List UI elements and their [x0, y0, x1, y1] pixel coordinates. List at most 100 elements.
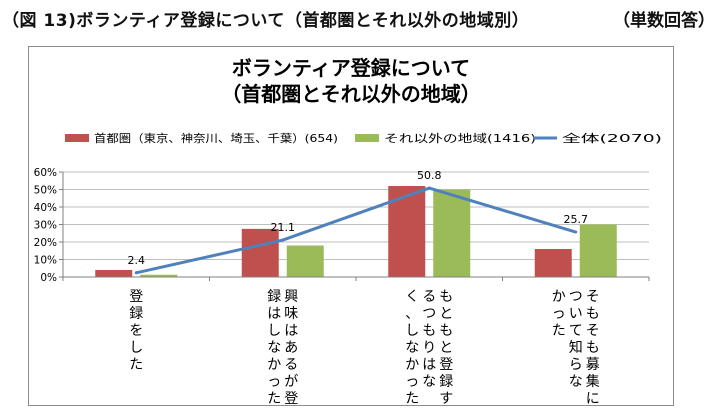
category-label-char: な: [422, 374, 436, 390]
legend-item: 首都圏（東京、神奈川、埼玉、千葉）(654): [65, 131, 338, 145]
chart-svg: ボランティア登録について（首都圏とそれ以外の地域） 首都圏（東京、神奈川、埼玉、…: [34, 56, 662, 407]
category-label-char: そ: [586, 289, 600, 305]
chart-frame: ボランティア登録について （首都圏とそれ以外の地域） 首都圏（東京、神奈川、埼玉、…: [28, 46, 674, 407]
y-tick-label: 50%: [34, 185, 57, 197]
category-label-char: 知: [569, 339, 583, 356]
legend-label: 全体(2070): [562, 131, 662, 145]
category-label-char: 集: [586, 373, 600, 390]
category-label-char: は: [422, 357, 436, 373]
legend: 首都圏（東京、神奈川、埼玉、千葉）(654) それ以外の地域(1416) 全体(20…: [65, 131, 662, 145]
bar: [140, 274, 178, 277]
legend-label: 首都圏（東京、神奈川、埼玉、千葉）(654): [94, 131, 338, 145]
category-label-char: と: [439, 340, 453, 356]
gridlines: [63, 171, 649, 260]
legend-swatch: [65, 134, 89, 142]
data-label: 21.1: [271, 221, 296, 234]
category-label-char: が: [284, 374, 298, 390]
y-tick-label: 0%: [40, 272, 57, 284]
bar: [579, 224, 617, 277]
axes: 0% 10% 20% 30% 40% 50% 60%: [34, 167, 650, 284]
bar: [95, 270, 133, 277]
y-tick-label: 60%: [34, 167, 57, 179]
line-point: [427, 186, 431, 190]
category-label-char: か: [405, 357, 419, 373]
category-label-char: た: [267, 391, 281, 405]
category-label-char: い: [569, 306, 583, 322]
category-label-char: か: [552, 289, 566, 305]
bar: [433, 189, 471, 277]
legend-item: 全体(2070): [533, 131, 662, 145]
category-label-char: 録: [439, 374, 453, 390]
category-label-char: も: [586, 306, 600, 322]
category-label-char: ら: [569, 357, 583, 373]
unit-note: （単数回答）: [613, 11, 715, 31]
data-label: 2.4: [128, 254, 146, 267]
y-tick-label: 20%: [34, 237, 57, 249]
category-label-char: 登: [129, 289, 143, 305]
category-label-char: っ: [267, 374, 281, 390]
category-label-char: た: [552, 323, 566, 339]
bar: [241, 228, 279, 277]
legend-item: それ以外の地域(1416): [355, 132, 536, 145]
category-label-char: 募: [586, 357, 600, 373]
category-label-char: も: [439, 323, 453, 339]
category-label-char: る: [284, 357, 298, 373]
x-axis-labels: 登録をした興味はあるが登録はしなかったもともと登録するつもりはなく、しなかったそ…: [129, 289, 600, 407]
bars: [95, 186, 617, 277]
chart-title-line: （首都圏とそれ以外の地域）: [221, 82, 480, 106]
category-label-char: て: [569, 323, 583, 339]
y-tick-label: 10%: [34, 255, 57, 267]
category-label-char: し: [129, 340, 143, 356]
category-label-char: く: [405, 289, 419, 305]
line-point: [574, 230, 578, 234]
legend-label: それ以外の地域(1416): [384, 132, 536, 145]
chart-title-group: ボランティア登録について（首都圏とそれ以外の地域）: [221, 56, 480, 106]
category-label-char: 味: [284, 306, 298, 322]
category-label-char: 録: [129, 306, 143, 322]
category-label-char: り: [422, 340, 436, 356]
category-label-char: 登: [439, 357, 453, 373]
category-label-char: は: [284, 323, 298, 339]
category-label-char: か: [267, 357, 281, 373]
category-label-char: 録: [267, 289, 281, 305]
category-label-char: っ: [552, 306, 566, 322]
y-tick-label: 30%: [34, 220, 57, 232]
category-label-char: に: [586, 391, 600, 405]
bar: [534, 249, 572, 277]
category-label-char: そ: [586, 323, 600, 339]
category-label-char: っ: [405, 374, 419, 390]
category-label-char: を: [129, 323, 143, 339]
category-label-char: す: [439, 391, 453, 405]
category-label-char: と: [439, 306, 453, 322]
category-label-char: は: [267, 306, 281, 322]
total-line: [135, 186, 577, 275]
category-label-char: な: [267, 340, 281, 356]
category-label-char: し: [405, 323, 419, 339]
data-label: 50.8: [417, 169, 442, 182]
line-series: 2.4 21.1 50.8 25.7: [128, 169, 589, 275]
bar: [286, 245, 324, 277]
data-label: 25.7: [564, 213, 589, 226]
line-point: [134, 271, 138, 275]
legend-swatch: [355, 134, 379, 142]
category-label-char: も: [586, 340, 600, 356]
category-label-char: た: [405, 391, 419, 405]
category-label-char: 登: [284, 391, 298, 405]
category-label-char: も: [439, 289, 453, 305]
category-label-char: つ: [569, 289, 583, 305]
category-label-char: る: [422, 289, 436, 305]
category-label-char: た: [129, 357, 143, 373]
category-label-char: も: [422, 323, 436, 339]
figure-caption: （図 13)ボランティア登録について（首都圏とそれ以外の地域別）: [2, 11, 530, 31]
category-label-char: あ: [284, 340, 298, 356]
category-label-char: 興: [284, 289, 298, 305]
category-label-char: 、: [405, 306, 419, 322]
line-point: [281, 238, 285, 242]
y-tick-label: 40%: [34, 202, 57, 214]
category-label-char: な: [405, 340, 419, 356]
category-label-char: つ: [422, 306, 436, 322]
